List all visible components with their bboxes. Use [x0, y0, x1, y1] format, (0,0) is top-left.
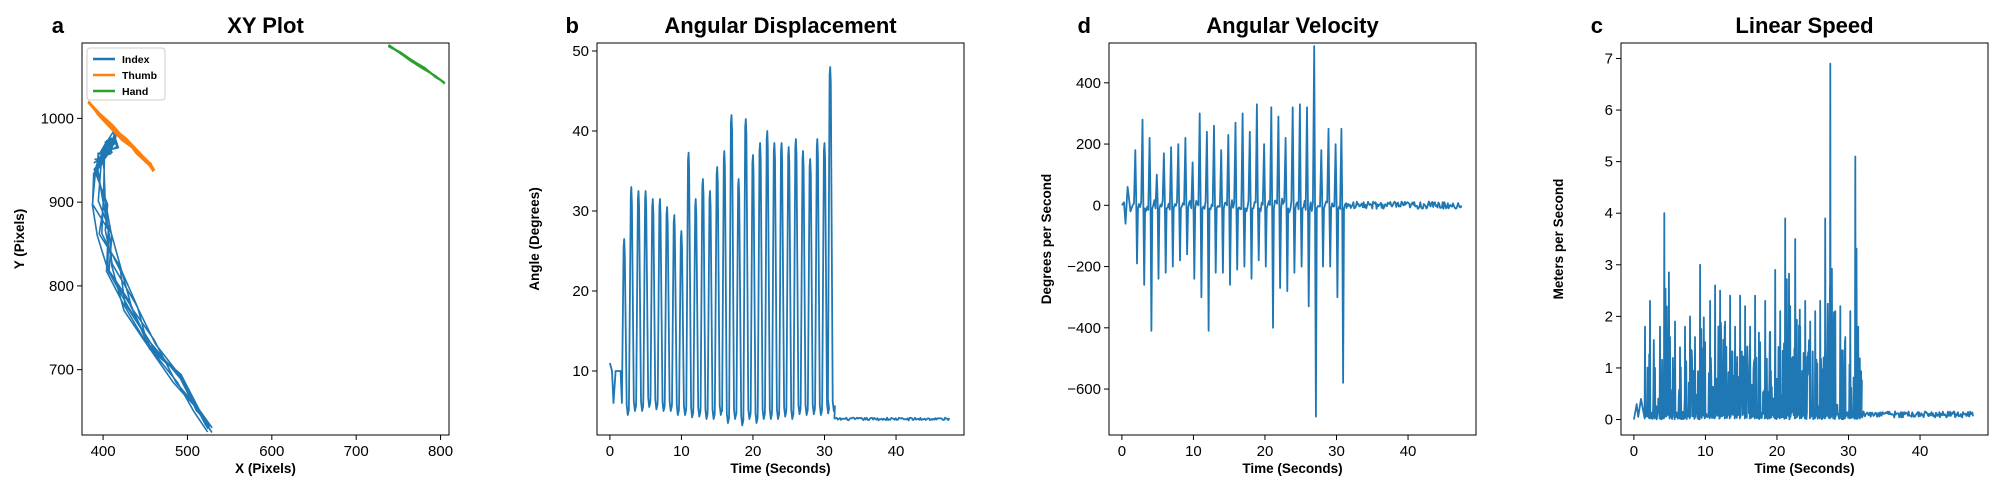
y-tick-label: −600 [1067, 381, 1101, 398]
y-tick-label: −200 [1067, 259, 1101, 276]
y-tick-label: 1 [1605, 360, 1613, 377]
x-tick-label: 0 [1118, 443, 1126, 460]
series-line-thumb [87, 100, 156, 172]
y-tick-label: 700 [49, 362, 74, 379]
y-tick-label: 30 [572, 203, 589, 220]
y-tick-label: 3 [1605, 257, 1613, 274]
y-tick-label: 40 [572, 123, 589, 140]
x-tick-label: 20 [745, 443, 762, 460]
chart-title: Angular Velocity [1206, 13, 1379, 38]
x-tick-label: 30 [1840, 443, 1857, 460]
panel-c: 0 10 20 30 40 0 1 2 3 4 5 6 7 Linear Speed c Time (Seco… [1551, 13, 1989, 476]
y-tick-label: 0 [1605, 412, 1613, 429]
plot-area [1121, 45, 1463, 418]
series-line [609, 66, 951, 427]
y-tick-label: −400 [1067, 320, 1101, 337]
y-tick-label: 50 [572, 43, 589, 60]
y-tick-label: 7 [1605, 50, 1613, 67]
y-tick-label: 6 [1605, 102, 1613, 119]
x-axis-label: Time (Seconds) [730, 461, 830, 476]
x-tick-label: 20 [1769, 443, 1786, 460]
chart-title: Linear Speed [1735, 13, 1873, 38]
x-axis-label: X (Pixels) [235, 461, 296, 476]
legend: Index Thumb Hand [86, 47, 166, 101]
y-tick-label: 0 [1093, 197, 1101, 214]
x-tick-label: 10 [1185, 443, 1202, 460]
y-axis-label: Degrees per Second [1039, 174, 1054, 305]
x-tick-label: 10 [1697, 443, 1714, 460]
x-tick-label: 700 [344, 443, 369, 460]
x-tick-label: 0 [1630, 443, 1638, 460]
plot-area [609, 66, 951, 427]
axes-frame [596, 42, 965, 436]
panel-a: 400 500 600 700 800 700 800 900 1000 XY Plot a X (P… [12, 13, 453, 476]
axes-frame [1620, 42, 1989, 436]
y-axis-label: Meters per Second [1551, 179, 1566, 300]
axes-frame [81, 42, 450, 436]
legend-label: Thumb [122, 70, 157, 82]
panel-b: 0 10 20 30 40 10 20 30 40 50 Angular Displacement b… [527, 13, 965, 476]
x-axis-label: Time (Seconds) [1242, 461, 1342, 476]
legend-label: Index [122, 54, 150, 66]
x-tick-label: 400 [91, 443, 116, 460]
y-tick-label: 1000 [41, 110, 74, 127]
y-tick-label: 900 [49, 194, 74, 211]
x-tick-label: 30 [1328, 443, 1345, 460]
x-tick-label: 20 [1257, 443, 1274, 460]
y-tick-label: 4 [1605, 205, 1613, 222]
legend-label: Hand [122, 86, 148, 98]
y-tick-label: 200 [1076, 136, 1101, 153]
panel-letter: d [1078, 13, 1091, 38]
panel-letter: a [52, 13, 65, 38]
x-tick-label: 30 [816, 443, 833, 460]
x-tick-label: 40 [1400, 443, 1417, 460]
x-tick-label: 0 [606, 443, 614, 460]
y-axis-label: Angle (Degrees) [527, 187, 542, 291]
y-tick-label: 400 [1076, 75, 1101, 92]
y-tick-label: 800 [49, 278, 74, 295]
x-axis-label: Time (Seconds) [1754, 461, 1854, 476]
chart-title: XY Plot [227, 13, 304, 38]
x-tick-label: 10 [673, 443, 690, 460]
x-tick-label: 800 [428, 443, 453, 460]
series-line [1633, 62, 1974, 421]
x-tick-label: 600 [259, 443, 284, 460]
panel-letter: c [1591, 13, 1603, 38]
series-line-hand [387, 44, 446, 85]
y-tick-label: 2 [1605, 308, 1613, 325]
series-line [1121, 45, 1463, 418]
y-axis-label: Y (Pixels) [12, 209, 27, 270]
plot-area [1633, 62, 1974, 421]
panel-d: 0 10 20 30 40 −600 −400 −200 0 200 400 Angular Velo… [1039, 13, 1477, 476]
x-tick-label: 40 [1912, 443, 1929, 460]
y-tick-label: 5 [1605, 154, 1613, 171]
y-tick-label: 20 [572, 283, 589, 300]
axes-frame [1108, 42, 1477, 436]
chart-title: Angular Displacement [664, 13, 897, 38]
legend-box [86, 47, 166, 101]
panel-letter: b [566, 13, 579, 38]
x-tick-label: 500 [175, 443, 200, 460]
y-tick-label: 10 [572, 363, 589, 380]
x-tick-label: 40 [888, 443, 905, 460]
series-line-index [91, 131, 213, 433]
plot-area [87, 44, 446, 433]
